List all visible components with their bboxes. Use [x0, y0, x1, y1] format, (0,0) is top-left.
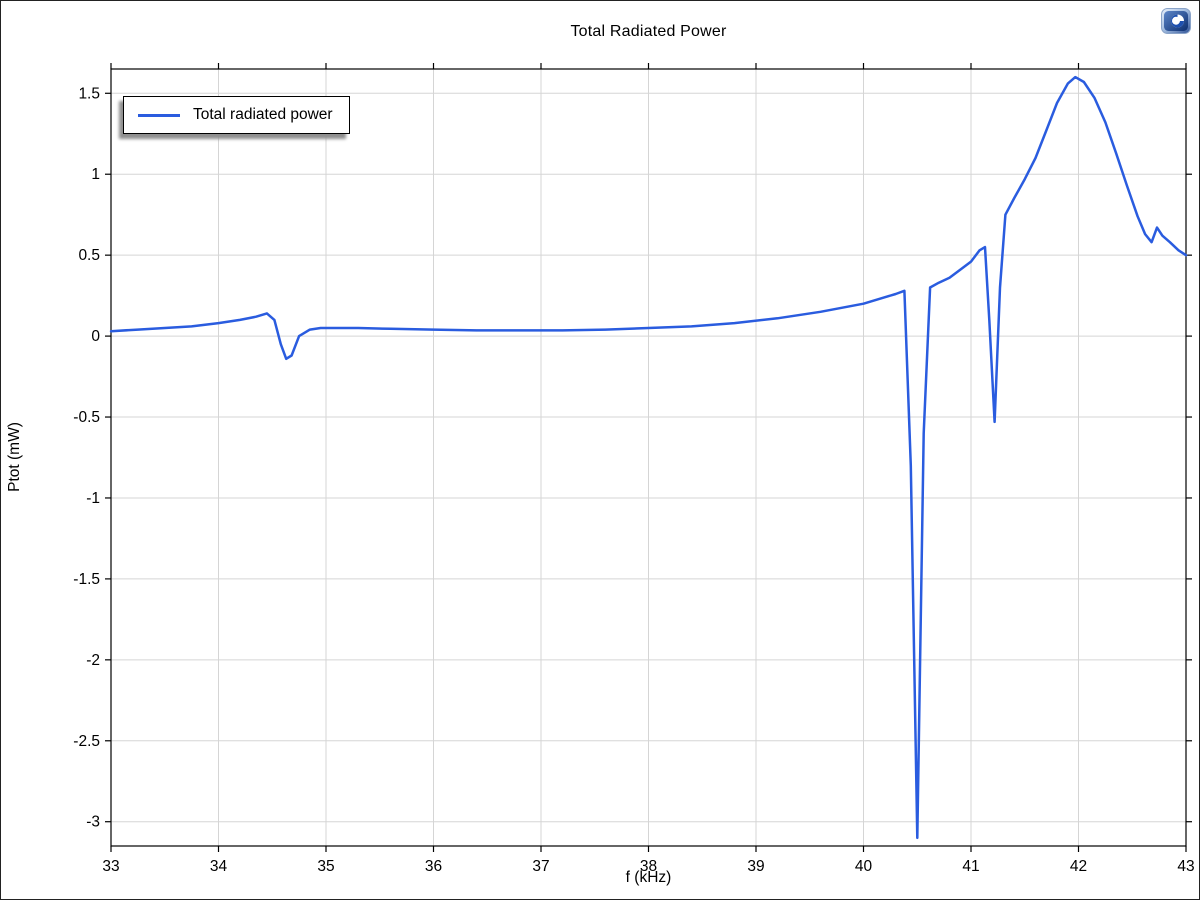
- x-tick-label: 35: [317, 858, 334, 875]
- comsol-logo-icon: [1161, 8, 1191, 34]
- legend-line-sample: [138, 113, 180, 117]
- y-tick-label: -3: [86, 814, 100, 831]
- x-tick-label: 41: [962, 858, 979, 875]
- legend-label: Total radiated power: [193, 106, 333, 123]
- y-tick-label: -2.5: [73, 733, 100, 750]
- y-tick-label: 1: [91, 166, 100, 183]
- y-axis-label: Ptot (mW): [6, 422, 23, 492]
- y-tick-label: 0: [91, 328, 100, 345]
- y-tick-label: 0.5: [78, 247, 100, 264]
- x-tick-label: 38: [640, 858, 657, 875]
- series-line: [109, 75, 1188, 840]
- x-tick-label: 36: [425, 858, 442, 875]
- y-tick-label: -2: [86, 652, 100, 669]
- x-axis-label: f (kHz): [625, 869, 672, 886]
- plot-title: Total Radiated Power: [570, 23, 727, 40]
- y-tick-label: 1.5: [78, 85, 100, 102]
- x-tick-label: 43: [1177, 858, 1194, 875]
- x-tick-label: 39: [747, 858, 764, 875]
- legend: Total radiated power: [123, 96, 350, 134]
- x-tick-label: 37: [532, 858, 549, 875]
- y-tick-label: -1.5: [73, 571, 100, 588]
- y-tick-label: -1: [86, 490, 100, 507]
- x-tick-label: 40: [855, 858, 873, 875]
- x-tick-label: 42: [1070, 858, 1087, 875]
- x-tick-label: 34: [210, 858, 228, 875]
- x-tick-label: 33: [102, 858, 119, 875]
- y-tick-label: -0.5: [73, 409, 100, 426]
